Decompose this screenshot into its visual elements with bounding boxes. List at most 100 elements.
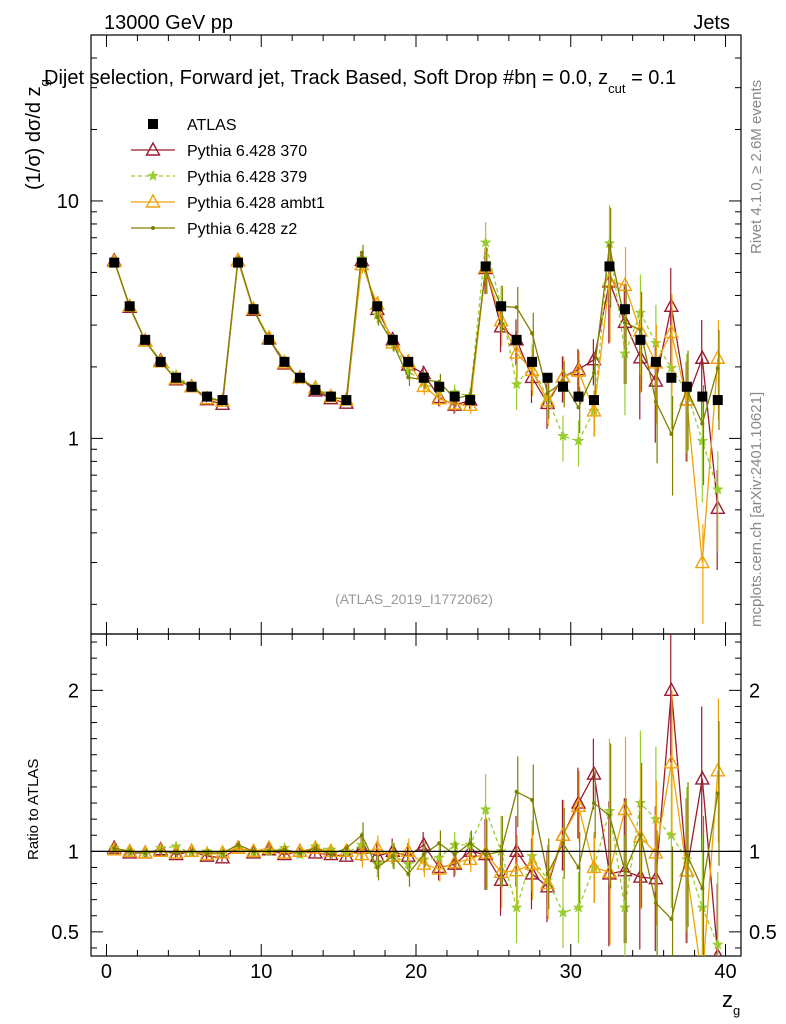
data-point-ratio-pythia-6-428-z2 <box>406 871 411 876</box>
data-point-main-pythia-6-428-z2 <box>545 391 550 396</box>
data-point-atlas <box>635 334 646 345</box>
data-point-ratio-pythia-6-428-ambt1 <box>183 842 200 858</box>
data-point-ratio-pythia-6-428-370 <box>276 846 293 861</box>
data-point-main-pythia-6-428-379 <box>479 236 492 248</box>
data-point-ratio-pythia-6-428-ambt1 <box>292 842 308 858</box>
data-point-atlas <box>387 334 398 345</box>
data-point-ratio-pythia-6-428-z2 <box>483 852 488 857</box>
y-axis-label-main-sub: g <box>37 79 52 86</box>
data-point-ratio-pythia-6-428-ambt1 <box>400 842 416 858</box>
data-point-atlas <box>233 257 244 268</box>
data-point-ratio-pythia-6-428-z2 <box>576 865 581 870</box>
data-point-ratio-pythia-6-428-ambt1 <box>617 801 633 816</box>
data-point-main-pythia-6-428-370 <box>663 297 680 313</box>
data-point-ratio-pythia-6-428-z2 <box>684 852 689 857</box>
data-point-atlas <box>527 356 538 367</box>
data-point-ratio-pythia-6-428-ambt1 <box>696 973 709 985</box>
chart-title-eq-b: = 0.1 <box>626 67 677 89</box>
x-tick-label: 20 <box>405 961 427 983</box>
data-point-atlas <box>155 356 166 367</box>
data-point-atlas <box>542 372 553 383</box>
data-point-main-pythia-6-428-z2 <box>622 320 627 325</box>
data-point-main-pythia-6-428-370 <box>586 351 602 366</box>
x-axis-label-text: z <box>722 987 733 1012</box>
series-line-ratio-pythia-6-428-379 <box>114 801 719 945</box>
legend-label-pythia-6-428-z2: Pythia 6.428 z2 <box>187 221 297 238</box>
data-point-ratio-pythia-6-428-z2 <box>638 833 643 838</box>
main-series-group <box>106 205 726 625</box>
data-point-atlas <box>263 334 274 345</box>
data-point-ratio-pythia-6-428-z2 <box>468 841 473 846</box>
data-point-atlas <box>480 261 491 272</box>
chart-title-main: Dijet selection, Forward jet, Track Base… <box>44 67 525 89</box>
data-point-ratio-pythia-6-428-z2 <box>622 868 627 873</box>
data-point-ratio-pythia-6-428-ambt1 <box>632 828 649 843</box>
data-point-ratio-pythia-6-428-z2 <box>313 846 318 851</box>
data-point-ratio-pythia-6-428-379 <box>696 901 709 913</box>
data-point-main-pythia-6-428-379 <box>510 378 523 390</box>
data-point-atlas <box>681 381 692 392</box>
data-point-ratio-pythia-6-428-379 <box>479 803 492 815</box>
data-point-atlas <box>202 391 213 402</box>
legend-label-atlas: ATLAS <box>187 117 237 134</box>
x-axis-label: zg <box>722 987 740 1018</box>
data-point-ratio-pythia-6-428-z2 <box>514 789 519 794</box>
y-tick-label-ratio: 0.5 <box>51 922 79 944</box>
data-point-ratio-pythia-6-428-z2 <box>421 852 426 857</box>
data-point-ratio-pythia-6-428-z2 <box>653 900 658 905</box>
data-point-ratio-pythia-6-428-z2 <box>112 846 117 851</box>
data-point-ratio-pythia-6-428-ambt1 <box>168 844 184 859</box>
data-point-atlas <box>712 395 723 406</box>
legend: ATLAS Pythia 6.428 370 Pythia 6.428 379 Pyt… <box>131 117 325 238</box>
data-point-main-pythia-6-428-379 <box>696 434 709 446</box>
data-point-ratio-pythia-6-428-z2 <box>607 813 612 818</box>
watermark: (ATLAS_2019_I1772062) <box>335 591 493 607</box>
y-axis-label-main: (1/σ) dσ/d zg <box>23 79 52 190</box>
data-point-atlas <box>356 257 367 268</box>
data-point-atlas <box>124 301 135 312</box>
series-line-main-pythia-6-428-370 <box>113 260 719 509</box>
ratio-plot-frame <box>90 633 742 957</box>
data-point-ratio-pythia-6-428-z2 <box>220 850 225 855</box>
y-axis-label-ratio: Ratio to ATLAS <box>25 759 42 860</box>
data-point-ratio-pythia-6-428-ambt1 <box>369 839 385 854</box>
data-point-ratio-pythia-6-428-379 <box>619 901 631 913</box>
data-point-ratio-pythia-6-428-ambt1 <box>555 826 571 841</box>
data-point-main-pythia-6-428-ambt1 <box>539 392 556 407</box>
data-point-ratio-pythia-6-428-z2 <box>375 865 380 870</box>
data-point-ratio-pythia-6-428-ambt1 <box>338 842 355 858</box>
data-point-atlas <box>279 356 290 367</box>
data-point-ratio-pythia-6-428-z2 <box>591 801 596 806</box>
chart-title-eq-a: η = 0.0, z <box>525 67 608 89</box>
x-tick-label: 30 <box>560 961 582 983</box>
data-point-main-pythia-6-428-ambt1 <box>663 324 680 339</box>
data-point-main-pythia-6-428-z2 <box>607 243 612 248</box>
data-point-ratio-pythia-6-428-ambt1 <box>539 875 556 890</box>
data-point-main-pythia-6-428-ambt1 <box>570 362 587 377</box>
data-point-ratio-pythia-6-428-ambt1 <box>493 863 509 878</box>
x-axis-label-sub: g <box>733 1003 740 1018</box>
data-point-ratio-pythia-6-428-ambt1 <box>524 855 540 870</box>
data-point-main-pythia-6-428-ambt1 <box>710 349 726 364</box>
y-tick-label-ratio-right: 0.5 <box>749 922 777 944</box>
data-point-main-pythia-6-428-ambt1 <box>447 395 463 410</box>
y-tick-label-main: 1 <box>68 428 79 450</box>
data-point-main-pythia-6-428-ambt1 <box>617 276 633 292</box>
data-point-ratio-pythia-6-428-ambt1 <box>462 850 478 866</box>
data-point-main-pythia-6-428-ambt1 <box>431 390 447 405</box>
x-tick-label: 0 <box>101 961 112 983</box>
data-point-atlas <box>465 395 476 406</box>
data-point-main-pythia-6-428-z2 <box>669 431 674 436</box>
data-point-ratio-pythia-6-428-370 <box>338 847 355 862</box>
data-point-atlas <box>588 395 599 406</box>
legend-marker-pythia-6-428-379 <box>147 169 159 181</box>
data-point-ratio-pythia-6-428-z2 <box>545 871 550 876</box>
data-point-atlas <box>372 301 383 312</box>
data-point-ratio-pythia-6-428-379 <box>711 938 724 950</box>
data-point-atlas <box>310 384 321 395</box>
data-point-main-pythia-6-428-ambt1 <box>524 362 540 377</box>
data-point-ratio-pythia-6-428-370 <box>508 842 525 858</box>
data-point-ratio-pythia-6-428-370 <box>713 947 723 956</box>
data-point-ratio-pythia-6-428-z2 <box>359 833 364 838</box>
